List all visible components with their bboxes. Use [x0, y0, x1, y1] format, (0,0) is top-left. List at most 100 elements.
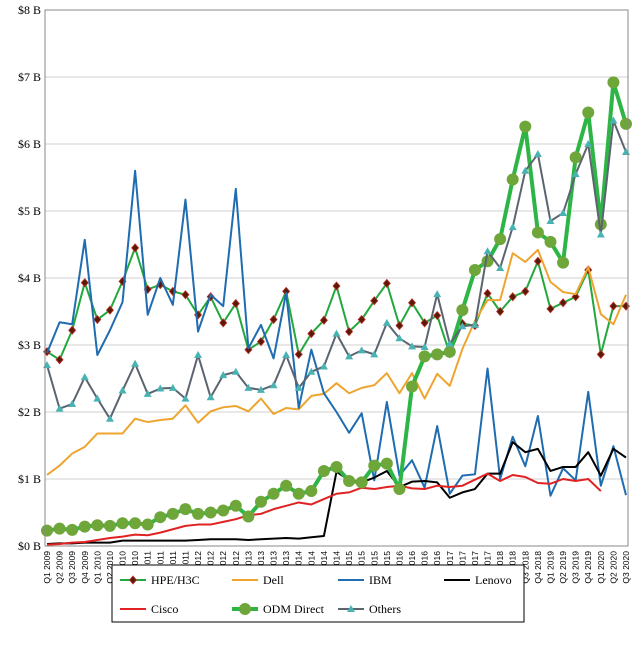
marker — [307, 329, 316, 339]
marker — [355, 476, 368, 489]
marker — [131, 359, 140, 367]
y-tick-label: $7 B — [18, 70, 41, 84]
marker — [55, 404, 64, 412]
marker — [105, 414, 114, 422]
marker — [607, 76, 620, 89]
marker — [244, 383, 253, 391]
y-tick-label: $6 B — [18, 137, 41, 151]
marker — [596, 230, 605, 238]
legend-marker — [239, 603, 251, 615]
marker — [118, 386, 127, 394]
marker — [156, 384, 165, 392]
marker — [559, 298, 568, 308]
marker — [181, 290, 190, 300]
marker — [382, 278, 391, 288]
marker — [571, 292, 580, 302]
marker — [231, 298, 240, 309]
marker — [433, 310, 442, 321]
marker — [68, 325, 77, 335]
x-tick-label: Q2 2009 — [55, 551, 65, 584]
marker — [105, 305, 114, 315]
marker — [468, 263, 481, 276]
marker — [231, 367, 240, 375]
marker — [93, 394, 102, 402]
marker — [496, 306, 505, 317]
marker — [282, 351, 291, 359]
marker — [544, 235, 557, 248]
marker — [483, 247, 492, 255]
marker — [154, 511, 167, 524]
marker — [406, 380, 419, 393]
marker — [395, 334, 404, 342]
marker — [496, 263, 505, 271]
y-tick-label: $8 B — [18, 3, 41, 17]
y-tick-label: $5 B — [18, 204, 41, 218]
marker — [609, 116, 618, 124]
x-tick-label: Q3 2019 — [571, 551, 581, 584]
x-tick-label: Q1 2019 — [545, 551, 555, 584]
marker — [254, 495, 267, 508]
marker — [508, 223, 517, 231]
marker — [80, 278, 89, 288]
marker — [508, 292, 517, 302]
y-tick-label: $4 B — [18, 271, 41, 285]
marker — [569, 151, 582, 164]
y-tick-label: $3 B — [18, 338, 41, 352]
marker — [445, 339, 454, 347]
marker — [116, 517, 129, 530]
marker — [307, 367, 316, 375]
marker — [582, 106, 595, 119]
marker — [269, 314, 278, 325]
marker — [217, 504, 230, 517]
x-tick-label: Q3 2020 — [621, 551, 631, 584]
marker — [129, 517, 142, 530]
marker — [219, 371, 228, 379]
marker — [91, 519, 104, 532]
marker — [131, 243, 140, 253]
marker — [103, 519, 116, 532]
marker — [521, 286, 530, 297]
marker — [256, 337, 266, 347]
series-line — [46, 248, 627, 476]
marker — [533, 256, 542, 266]
marker — [431, 348, 444, 361]
marker — [483, 288, 492, 299]
marker — [80, 373, 89, 381]
marker — [280, 479, 293, 492]
x-tick-label: Q2 2020 — [608, 551, 618, 584]
marker — [533, 150, 542, 158]
marker — [181, 394, 190, 402]
marker — [168, 383, 177, 391]
x-tick-label: Q4 2009 — [80, 551, 90, 584]
marker — [244, 345, 253, 355]
marker — [420, 318, 429, 328]
x-tick-label: Q3 2018 — [520, 551, 530, 584]
marker — [506, 173, 519, 186]
legend-marker — [347, 605, 355, 612]
y-tick-label: $0 B — [18, 539, 41, 553]
marker — [68, 399, 77, 407]
marker — [305, 485, 318, 498]
marker — [470, 320, 479, 328]
marker — [456, 304, 469, 317]
marker — [269, 381, 278, 389]
marker — [256, 385, 265, 393]
x-tick-label: Q2 2019 — [558, 551, 568, 584]
y-tick-label: $2 B — [18, 405, 41, 419]
marker — [179, 503, 192, 516]
marker — [55, 355, 64, 365]
marker — [458, 322, 467, 330]
legend-label: ODM Direct — [263, 602, 325, 616]
y-tick-label: $1 B — [18, 472, 41, 486]
marker — [420, 343, 429, 351]
marker — [380, 457, 393, 470]
legend-label: Lenovo — [475, 573, 512, 587]
marker — [292, 487, 305, 500]
series-line — [46, 169, 627, 497]
marker — [345, 326, 354, 337]
marker — [219, 318, 228, 328]
marker — [66, 523, 79, 536]
marker — [206, 393, 215, 401]
